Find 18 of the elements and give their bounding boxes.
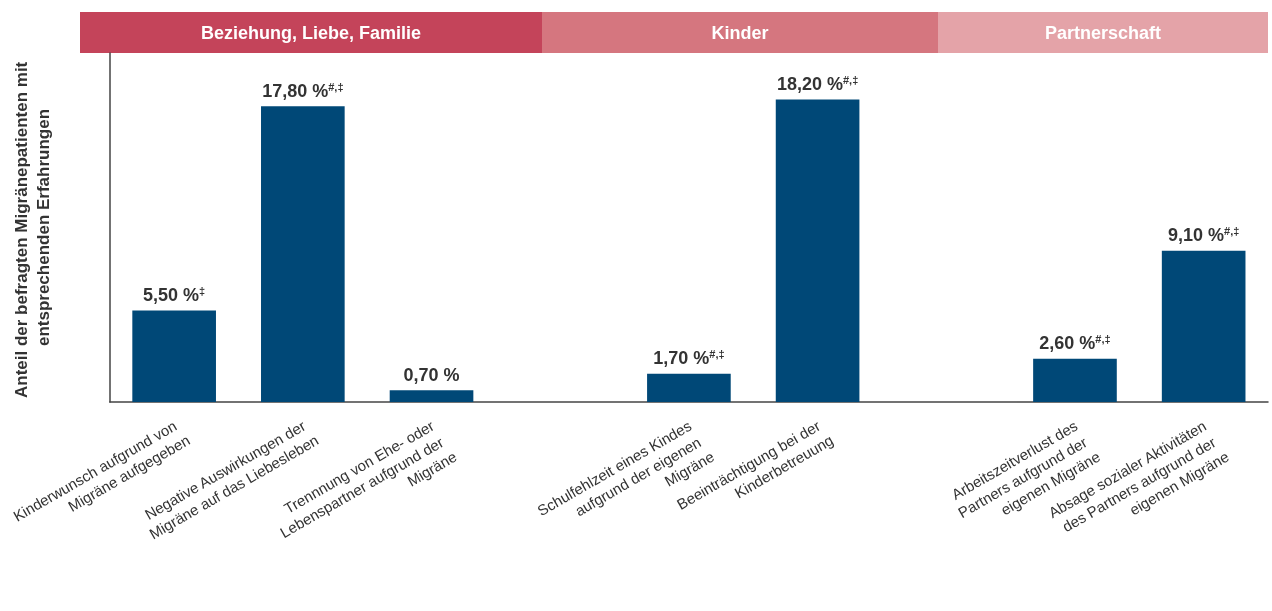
text: Kinder bbox=[711, 22, 769, 43]
data-label: 18,20 %#,‡ bbox=[776, 74, 859, 95]
bar bbox=[775, 99, 860, 402]
text: Beziehung, Liebe, Familie bbox=[200, 22, 422, 43]
bar bbox=[389, 390, 474, 402]
data-label: 1,70 %#,‡ bbox=[653, 348, 725, 369]
bar bbox=[647, 373, 731, 402]
bar bbox=[1161, 250, 1246, 402]
bar bbox=[261, 106, 345, 402]
bar bbox=[1033, 358, 1117, 402]
bar bbox=[132, 310, 216, 402]
data-label: 2,60 %#,‡ bbox=[1039, 333, 1111, 354]
data-label: 0,70 % bbox=[403, 365, 460, 386]
text: Partnerschaft bbox=[1044, 22, 1162, 43]
data-label: 17,80 %#,‡ bbox=[262, 80, 344, 101]
data-label: 9,10 %#,‡ bbox=[1167, 225, 1240, 246]
y-axis-title: Anteil der befragten Migränepatienten mit entsprechenden Erfahrungen bbox=[11, 57, 53, 398]
data-label: 5,50 %‡ bbox=[143, 285, 206, 306]
